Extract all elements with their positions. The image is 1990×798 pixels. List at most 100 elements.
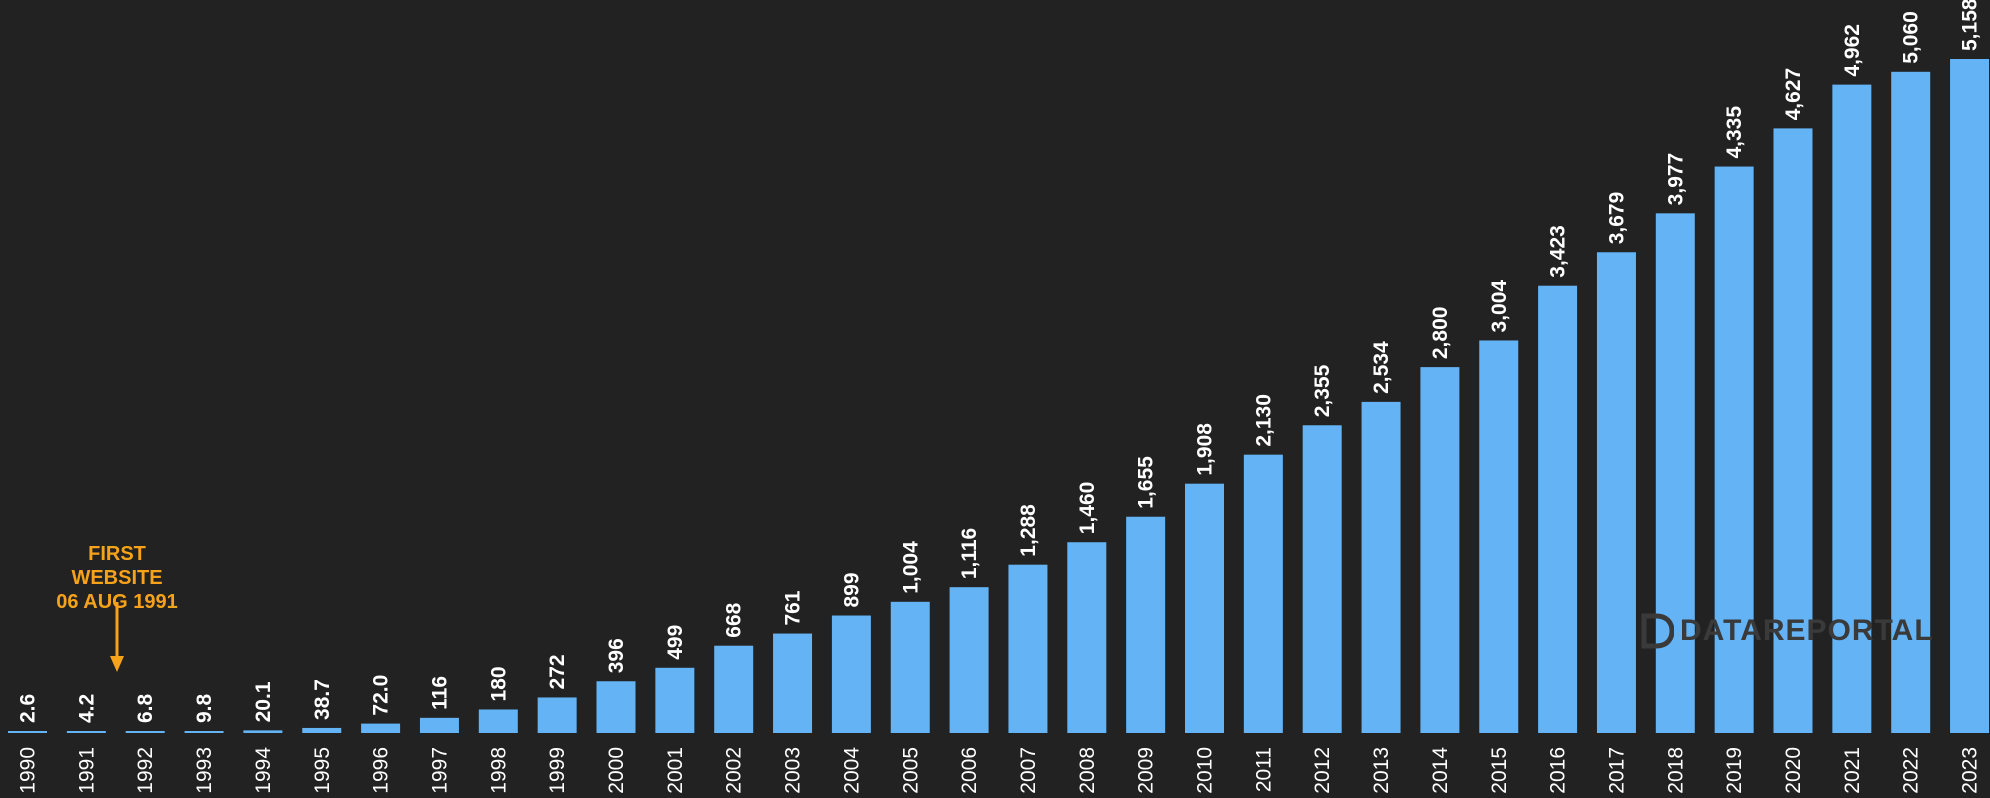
x-tick-label-2005: 2005 (899, 747, 922, 794)
x-tick-label-1997: 1997 (428, 747, 451, 794)
x-tick-label-2008: 2008 (1076, 747, 1099, 794)
value-label-2000: 396 (605, 638, 628, 673)
bar-2016 (1538, 285, 1578, 733)
bar-1990 (8, 731, 47, 733)
bar-1994 (243, 730, 283, 733)
bar-2006 (949, 587, 989, 733)
bar-2002 (714, 645, 754, 733)
x-tick-label-1999: 1999 (546, 747, 569, 794)
bar-2007 (1008, 564, 1048, 733)
value-label-2010: 1,908 (1194, 423, 1217, 476)
x-tick-label-2019: 2019 (1723, 747, 1746, 794)
value-label-2019: 4,335 (1723, 106, 1746, 159)
x-tick-label-2002: 2002 (723, 747, 746, 794)
bar-2023 (1950, 59, 1990, 733)
value-label-2008: 1,460 (1076, 482, 1099, 535)
x-tick-label-2011: 2011 (1252, 747, 1275, 792)
x-tick-label-2022: 2022 (1900, 747, 1923, 794)
value-label-1993: 9.8 (193, 693, 216, 723)
x-tick-label-2020: 2020 (1782, 747, 1805, 794)
bar-2014 (1420, 367, 1460, 733)
x-tick-label-1995: 1995 (311, 747, 334, 794)
x-tick-label-2021: 2021 (1841, 747, 1864, 794)
bar-2011 (1243, 454, 1283, 733)
x-tick-label-2017: 2017 (1605, 747, 1628, 794)
bar-2001 (655, 667, 695, 733)
bar-2020 (1773, 128, 1813, 733)
value-label-2002: 668 (723, 602, 746, 637)
x-tick-label-1992: 1992 (134, 747, 157, 794)
datareportal-logo-icon (1641, 613, 1674, 649)
bar-1993 (184, 731, 224, 733)
value-label-2013: 2,534 (1370, 341, 1393, 394)
bar-2021 (1832, 84, 1872, 734)
value-label-2023: 5,158 (1959, 0, 1982, 51)
value-label-1991: 4.2 (75, 694, 98, 723)
value-label-2003: 761 (782, 590, 805, 625)
bar-2018 (1655, 213, 1695, 734)
x-tick-label-1990: 1990 (17, 747, 40, 794)
value-label-2018: 3,977 (1664, 153, 1687, 206)
x-tick-label-2015: 2015 (1488, 747, 1511, 794)
x-tick-label-2016: 2016 (1547, 747, 1570, 794)
datareportal-watermark: DATAREPORTAL (1640, 612, 1934, 650)
bar-2004 (831, 615, 871, 733)
x-tick-label-2018: 2018 (1664, 747, 1687, 794)
bar-1999 (537, 697, 577, 733)
value-label-1996: 72.0 (370, 675, 393, 716)
value-label-2014: 2,800 (1429, 307, 1452, 360)
bar-1991 (66, 731, 106, 733)
value-label-2017: 3,679 (1605, 192, 1628, 245)
value-label-1994: 20.1 (252, 681, 275, 722)
bar-1997 (419, 717, 459, 733)
bar-2022 (1891, 71, 1931, 734)
bar-2005 (890, 601, 930, 733)
annotation-arrow-icon (110, 602, 124, 672)
value-label-2006: 1,116 (958, 528, 981, 579)
bar-1995 (302, 727, 342, 733)
value-label-2015: 3,004 (1488, 280, 1511, 333)
watermark-text: DATAREPORTAL (1680, 614, 1934, 647)
value-label-2004: 899 (840, 572, 863, 607)
value-label-2005: 1,004 (899, 541, 922, 594)
x-tick-label-1994: 1994 (252, 747, 275, 794)
bar-2015 (1479, 340, 1519, 733)
x-tick-label-2012: 2012 (1311, 747, 1334, 794)
bar-1996 (361, 723, 401, 733)
x-tick-label-1991: 1991 (75, 747, 98, 794)
x-tick-label-1996: 1996 (370, 747, 393, 794)
x-tick-label-2006: 2006 (958, 747, 981, 794)
x-tick-label-2009: 2009 (1135, 747, 1158, 794)
bar-2017 (1596, 252, 1636, 733)
bar-2012 (1302, 425, 1342, 733)
value-label-2009: 1,655 (1135, 456, 1158, 509)
value-label-2007: 1,288 (1017, 504, 1040, 557)
value-label-1997: 116 (428, 676, 451, 710)
value-label-2011: 2,130 (1252, 394, 1275, 447)
x-tick-label-2023: 2023 (1959, 747, 1982, 794)
value-label-1992: 6.8 (134, 693, 157, 723)
bar-2000 (596, 681, 636, 733)
bar-1998 (478, 709, 518, 733)
bar-2019 (1714, 166, 1754, 734)
annotation-line-1: FIRST WEBSITE (71, 543, 163, 589)
value-label-2020: 4,627 (1782, 68, 1805, 121)
x-tick-label-1993: 1993 (193, 747, 216, 794)
x-tick-label-2000: 2000 (605, 747, 628, 794)
value-label-2001: 499 (664, 625, 687, 660)
bar-2008 (1067, 542, 1107, 733)
value-label-1999: 272 (546, 654, 569, 689)
x-tick-label-2010: 2010 (1194, 747, 1217, 794)
bar-2013 (1361, 401, 1401, 733)
x-tick-label-2014: 2014 (1429, 747, 1452, 794)
x-tick-label-1998: 1998 (487, 747, 510, 794)
x-tick-label-2013: 2013 (1370, 747, 1393, 794)
value-label-1998: 180 (487, 666, 510, 701)
bar-2009 (1126, 516, 1166, 733)
bar-1992 (125, 731, 165, 733)
value-label-1990: 2.6 (17, 694, 40, 723)
x-tick-label-2007: 2007 (1017, 747, 1040, 794)
bar-2003 (773, 633, 813, 733)
